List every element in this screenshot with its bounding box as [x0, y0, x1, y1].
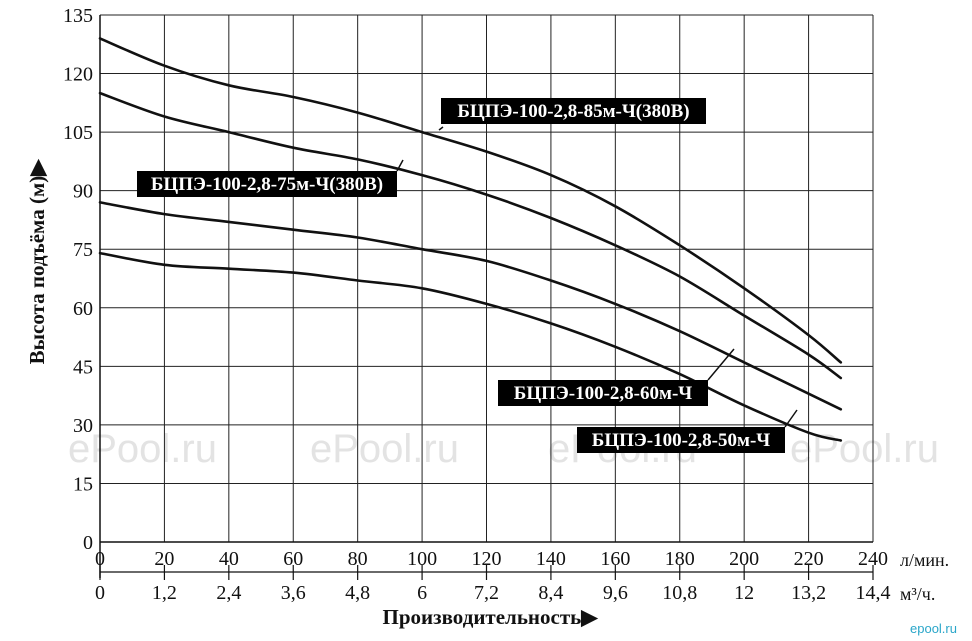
series-line-2: [98, 201, 843, 411]
series-label-box-2: [498, 380, 708, 406]
x-tick-label-secondary-6: 7,2: [474, 582, 499, 604]
brand-logo: epool.ru: [910, 621, 957, 636]
x-tick-label-secondary-10: 12: [734, 582, 754, 604]
y-tick-label-6: 90: [73, 181, 93, 203]
x-tick-label-secondary-9: 10,8: [662, 582, 697, 604]
x-tick-label-secondary-7: 8,4: [538, 582, 563, 604]
x-tick-labels-secondary: 0 1,2 2,4 3,6 4,8 6 7,2 8,4 9,6 10,8 12 13,2 14,4: [95, 582, 891, 604]
x-unit-primary: л/мин.: [900, 550, 949, 570]
x-tick-label-primary-9: 180: [665, 548, 695, 570]
series-label-2: БЦПЭ-100-2,8-60м-Ч: [514, 383, 693, 404]
x-tick-label-primary-3: 60: [283, 548, 303, 570]
y-tick-label-0: 0: [83, 532, 93, 554]
x-tick-label-primary-11: 220: [794, 548, 824, 570]
y-tick-label-2: 30: [73, 415, 93, 437]
x-tick-label-secondary-12: 14,4: [856, 582, 891, 604]
series-label-3: БЦПЭ-100-2,8-50м-Ч: [592, 430, 771, 451]
series-line-1: [98, 91, 843, 380]
series-leader-line-2: [707, 348, 735, 381]
x-tick-label-secondary-2: 2,4: [216, 582, 241, 604]
x-tick-label-secondary-5: 6: [417, 582, 427, 604]
y-tick-label-7: 105: [63, 122, 93, 144]
series-label-box-0: [441, 98, 706, 124]
x-tick-label-primary-2: 40: [219, 548, 239, 570]
x-unit-secondary: м³/ч.: [900, 584, 935, 604]
y-tick-label-4: 60: [73, 298, 93, 320]
x-tick-label-primary-6: 120: [472, 548, 502, 570]
x-tick-label-secondary-11: 13,2: [791, 582, 826, 604]
series-line-0: [98, 37, 843, 364]
x-tick-label-secondary-4: 4,8: [345, 582, 370, 604]
series-label-box-3: [577, 427, 785, 453]
series-label-box-1: [137, 171, 397, 197]
series-label-1: БЦПЭ-100-2,8-75м-Ч(380В): [151, 174, 383, 195]
x-tick-label-primary-0: 0: [95, 548, 105, 570]
watermark-1: ePool.ru: [310, 427, 459, 471]
axes: [99, 15, 874, 580]
series-labels: БЦПЭ-100-2,8-85м-Ч(380В) БЦПЭ-100-2,8-75м…: [137, 98, 798, 453]
series-line-3: [98, 251, 843, 442]
x-tick-label-primary-5: 100: [407, 548, 437, 570]
x-axis-title: Производительность▶: [383, 605, 599, 629]
series-lines: [98, 37, 843, 442]
y-tick-label-9: 135: [63, 5, 93, 27]
y-axis-title: Высота подъёма (м)▶: [25, 159, 49, 365]
series-leader-line-0: [438, 126, 444, 131]
x-tick-label-secondary-3: 3,6: [281, 582, 306, 604]
y-tick-labels: 0 15 30 45 60 75 90 105 120 135: [63, 5, 93, 554]
x-tick-label-secondary-1: 1,2: [152, 582, 177, 604]
watermark-0: ePool.ru: [68, 427, 217, 471]
series-label-0: БЦПЭ-100-2,8-85м-Ч(380В): [457, 101, 689, 122]
x-tick-label-primary-12: 240: [858, 548, 888, 570]
x-tick-label-primary-4: 80: [348, 548, 368, 570]
y-tick-label-8: 120: [63, 64, 93, 86]
x-tick-labels-primary: 0 20 40 60 80 100 120 140 160 180 200 220 240: [95, 548, 888, 570]
y-tick-label-1: 15: [73, 473, 93, 495]
series-leader-line-1: [396, 159, 404, 172]
y-tick-label-5: 75: [73, 239, 93, 261]
x-tick-label-secondary-8: 9,6: [603, 582, 628, 604]
x-tick-label-primary-8: 160: [600, 548, 630, 570]
x-tick-label-primary-10: 200: [729, 548, 759, 570]
y-tick-label-3: 45: [73, 356, 93, 378]
x-tick-label-secondary-0: 0: [95, 582, 105, 604]
series-leader-line-3: [784, 409, 798, 428]
x-tick-label-primary-1: 20: [154, 548, 174, 570]
x-tick-label-primary-7: 140: [536, 548, 566, 570]
